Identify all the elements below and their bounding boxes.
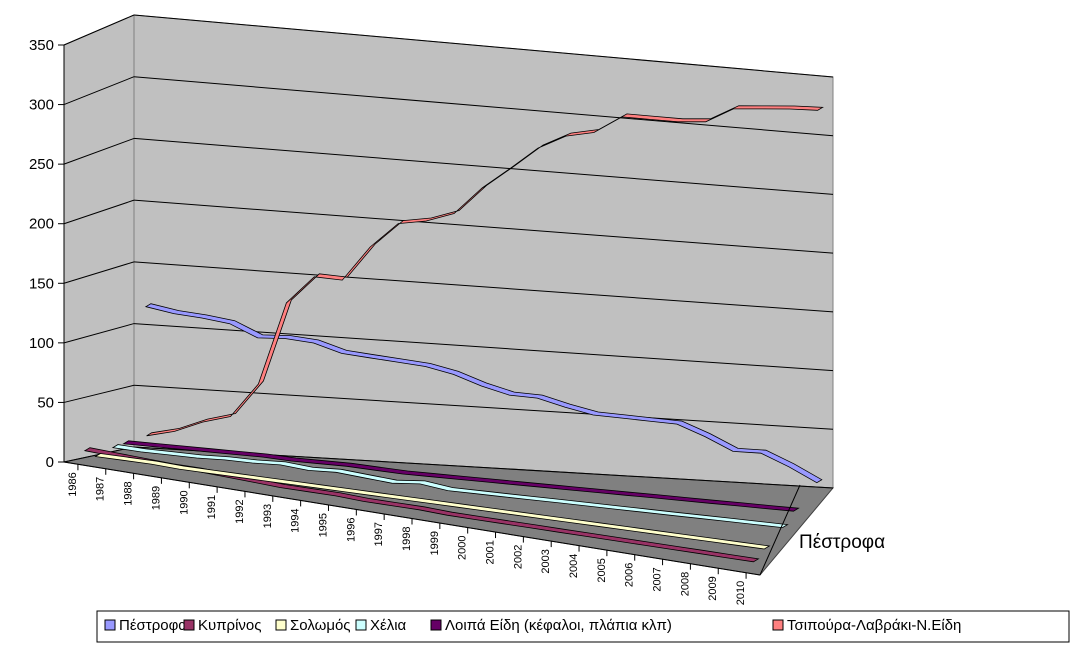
x-tick-label: 2002 [512, 545, 524, 569]
x-tick-label: 1998 [401, 527, 413, 551]
y-tick-label: 200 [29, 216, 54, 233]
series-ribbon [94, 453, 771, 550]
legend-label: Τσιπούρα-Λαβράκι-Ν.Είδη [787, 617, 961, 634]
legend-label: Χέλια [370, 617, 407, 634]
legend-label: Κυπρίνος [198, 617, 262, 634]
gridline [133, 14, 834, 78]
depth-axis-label: Πέστροφα [799, 532, 885, 553]
x-tick-label: 2010 [735, 581, 747, 605]
x-tick-label: 2007 [652, 567, 664, 591]
legend-swatch [183, 619, 195, 631]
x-tick-label: 2004 [568, 554, 580, 578]
x-tick-label: 2009 [707, 576, 719, 600]
x-tick-label: 1990 [178, 490, 190, 514]
legend-label: Πέστροφα [119, 617, 187, 634]
legend-swatch [772, 619, 784, 631]
gridline-side [63, 384, 135, 403]
series-ribbon [144, 303, 823, 484]
gridline-side [63, 199, 135, 225]
y-axis-ticks: 0 50 100 150 200 250 300 350 [29, 37, 64, 471]
x-tick-label: 2003 [540, 549, 552, 573]
x-tick-label: 1997 [373, 522, 385, 546]
series-ribbon [122, 440, 800, 512]
side-wall [63, 14, 135, 463]
legend-swatch [355, 619, 367, 631]
x-tick-label: 1986 [67, 472, 79, 496]
gridlines [63, 14, 834, 489]
legend-label: Λοιπά Είδη (κέφαλοι, πλάπια κλπ) [445, 617, 672, 634]
x-axis-ticks: 1986 1987 1988 1989 1990 1991 1992 1993 1994 1995… [67, 464, 747, 605]
gridline-side [63, 261, 135, 284]
x-tick-label: 1988 [123, 481, 135, 505]
legend-swatch [275, 619, 287, 631]
y-tick-label: 350 [29, 37, 54, 54]
gridline [133, 261, 834, 313]
x-tick-label: 2000 [457, 536, 469, 560]
series-lines [83, 105, 824, 563]
x-tick-label: 1993 [262, 504, 274, 528]
gridline [133, 76, 834, 137]
x-tick-label: 2006 [624, 563, 636, 587]
x-tick-label: 1989 [150, 486, 162, 510]
gridline [133, 137, 834, 195]
series-ribbon [146, 105, 824, 437]
x-tick-label: 1987 [95, 477, 107, 501]
y-tick-label: 150 [29, 275, 54, 292]
gridline [133, 199, 834, 254]
x-tick-label: 1995 [317, 513, 329, 537]
legend-swatch [104, 619, 116, 631]
gridline-side [63, 76, 135, 106]
y-tick-label: 50 [37, 394, 54, 411]
y-tick-label: 0 [46, 454, 54, 471]
gridline-side [63, 323, 135, 344]
series-ribbon [111, 444, 789, 529]
x-tick-label: 1999 [429, 531, 441, 555]
y-tick-label: 300 [29, 97, 54, 114]
x-tick-label: 2005 [596, 558, 608, 582]
x-tick-label: 1994 [290, 508, 302, 532]
legend-label: Σολωμός [290, 617, 351, 634]
x-tick-label: 1992 [234, 499, 246, 523]
legend: Πέστροφα Κυπρίνος Σολωμός Χέλια Λοιπά Είδη (… [96, 610, 1070, 643]
gridline-side [63, 14, 135, 46]
x-tick-label: 2001 [485, 540, 497, 564]
gridline-side [63, 137, 135, 165]
depth-axis [759, 484, 801, 576]
x-tick-label: 1996 [345, 517, 357, 541]
y-tick-label: 250 [29, 156, 54, 173]
y-tick-label: 100 [29, 335, 54, 352]
legend-box [96, 610, 1070, 643]
series-ribbon [83, 447, 760, 563]
legend-swatch [430, 619, 442, 631]
x-tick-label: 2008 [679, 572, 691, 596]
x-tick-label: 1991 [206, 495, 218, 519]
